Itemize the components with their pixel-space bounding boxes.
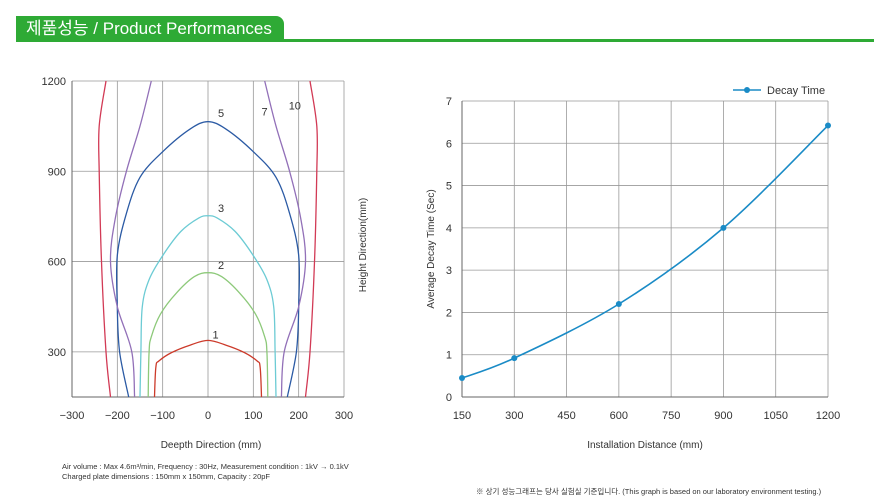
- x-tick-label: 300: [335, 410, 353, 422]
- range-curve-1: [153, 339, 263, 398]
- legend-marker: [744, 87, 750, 93]
- y-tick-label: 7: [446, 96, 452, 108]
- x-tick-label: 300: [505, 410, 523, 422]
- chart-note-2: Charged plate dimensions : 150mm x 150mm…: [62, 472, 271, 481]
- y-tick-label: 900: [48, 166, 66, 178]
- x-axis-title: Deepth Direction (mm): [161, 440, 262, 451]
- y-tick-label: 6: [446, 138, 452, 150]
- decay-time-point: [720, 224, 727, 231]
- x-tick-label: 1050: [763, 410, 787, 422]
- x-tick-label: 100: [244, 410, 262, 422]
- x-tick-label: −100: [150, 410, 175, 422]
- x-tick-label: 750: [662, 410, 680, 422]
- x-tick-label: 1200: [816, 410, 840, 422]
- range-curve-5: [115, 120, 301, 398]
- y-tick-label: 4: [446, 223, 452, 235]
- curve-label-5: 5: [218, 108, 224, 120]
- curve-label-2: 2: [218, 260, 224, 272]
- section-title: 제품성능 / Product Performances: [16, 16, 284, 42]
- y-axis-title: Height Direction(mm): [358, 198, 369, 292]
- decay-time-point: [511, 355, 518, 362]
- curve-label-3: 3: [218, 203, 224, 215]
- x-tick-label: 200: [289, 410, 307, 422]
- range-curve-7: [109, 80, 152, 398]
- decay-time-point: [825, 122, 831, 129]
- chart-footnote: ※ 상기 성능그래프는 당사 실험실 기준입니다. (This graph is…: [476, 487, 822, 496]
- section-header: 제품성능 / Product Performances: [16, 16, 874, 42]
- y-tick-label: 300: [48, 347, 66, 359]
- decay-time-point: [459, 374, 465, 381]
- y-tick-label: 2: [446, 307, 452, 319]
- decay-time-point: [615, 300, 622, 307]
- x-tick-label: 900: [714, 410, 732, 422]
- curve-label-7: 7: [261, 107, 267, 119]
- x-axis-title: Installation Distance (mm): [587, 440, 703, 451]
- range-curve-10: [304, 80, 319, 398]
- chart-note-1: Air volume : Max 4.6m³/min, Frequency : …: [62, 462, 349, 471]
- y-tick-label: 0: [446, 392, 452, 404]
- curve-label-1: 1: [213, 329, 219, 341]
- y-tick-label: 5: [446, 181, 452, 193]
- x-tick-label: −300: [60, 410, 85, 422]
- decay-time-line: [461, 124, 829, 379]
- curve-label-10: 10: [289, 101, 301, 113]
- x-tick-label: 450: [557, 410, 575, 422]
- y-tick-label: 600: [48, 257, 66, 269]
- x-tick-label: 0: [205, 410, 211, 422]
- header-divider: [16, 39, 874, 42]
- x-tick-label: 600: [610, 410, 628, 422]
- range-curve-10: [97, 80, 112, 398]
- y-tick-label: 1: [446, 350, 452, 362]
- y-axis-title: Average Decay Time (Sec): [426, 189, 437, 308]
- x-tick-label: −200: [105, 410, 130, 422]
- y-tick-label: 1200: [42, 76, 66, 88]
- legend-label: Decay Time: [767, 85, 825, 97]
- range-curve-2: [147, 272, 269, 398]
- range-curve-7: [264, 80, 307, 398]
- range-curve-3: [139, 215, 277, 398]
- x-tick-label: 150: [453, 410, 471, 422]
- y-tick-label: 3: [446, 265, 452, 277]
